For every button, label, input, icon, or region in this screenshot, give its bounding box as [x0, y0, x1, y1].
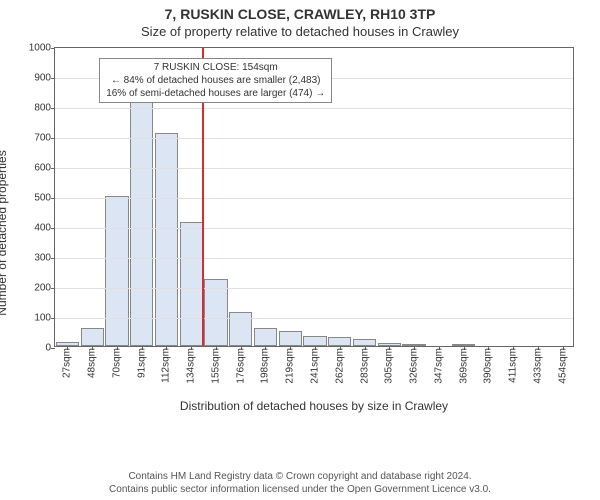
ytick-label: 900: [34, 73, 51, 84]
ytick-label: 300: [34, 253, 51, 264]
histogram-bar: [180, 222, 203, 347]
page-subtitle: Size of property relative to detached ho…: [0, 22, 600, 43]
histogram-bar: [229, 312, 252, 347]
xtick-label: 219sqm: [285, 348, 296, 384]
xtick-label: 283sqm: [359, 348, 370, 384]
gridline: [55, 288, 573, 289]
ytick-label: 100: [34, 313, 51, 324]
ytick-mark: [51, 348, 55, 349]
footer: Contains HM Land Registry data © Crown c…: [0, 470, 600, 496]
xtick-label: 198sqm: [260, 348, 271, 384]
page-title: 7, RUSKIN CLOSE, CRAWLEY, RH10 3TP: [0, 0, 600, 22]
ytick-label: 0: [45, 343, 51, 354]
xtick-label: 48sqm: [87, 348, 98, 378]
xtick-label: 347sqm: [433, 348, 444, 384]
xtick-label: 112sqm: [161, 348, 172, 383]
annotation-line: 7 RUSKIN CLOSE: 154sqm: [106, 61, 325, 74]
histogram-bar: [328, 337, 351, 346]
xtick-label: 134sqm: [186, 348, 197, 384]
gridline: [55, 138, 573, 139]
xtick-label: 70sqm: [111, 348, 122, 378]
xtick-label: 369sqm: [458, 348, 469, 384]
xtick-label: 91sqm: [136, 348, 147, 378]
footer-line-2: Contains public sector information licen…: [10, 483, 590, 496]
histogram-bar: [105, 196, 128, 346]
xtick-label: 27sqm: [62, 348, 73, 378]
histogram-bar: [81, 328, 104, 346]
histogram-bar: [353, 339, 376, 347]
ytick-label: 1000: [29, 43, 51, 54]
xtick-label: 433sqm: [532, 348, 543, 384]
ytick-mark: [51, 198, 55, 199]
gridline: [55, 198, 573, 199]
ytick-label: 800: [34, 103, 51, 114]
xtick-label: 241sqm: [310, 348, 321, 384]
histogram-bar: [279, 331, 302, 346]
x-axis-label: Distribution of detached houses by size …: [54, 399, 574, 413]
annotation-box: 7 RUSKIN CLOSE: 154sqm← 84% of detached …: [99, 58, 332, 103]
ytick-label: 500: [34, 193, 51, 204]
xtick-label: 454sqm: [557, 348, 568, 384]
histogram-bar: [130, 97, 153, 346]
xtick-label: 390sqm: [483, 348, 494, 384]
ytick-label: 700: [34, 133, 51, 144]
xtick-label: 411sqm: [508, 348, 519, 383]
footer-line-1: Contains HM Land Registry data © Crown c…: [10, 470, 590, 483]
ytick-mark: [51, 168, 55, 169]
ytick-mark: [51, 108, 55, 109]
ytick-mark: [51, 48, 55, 49]
ytick-mark: [51, 138, 55, 139]
ytick-mark: [51, 78, 55, 79]
ytick-label: 600: [34, 163, 51, 174]
xtick-label: 326sqm: [409, 348, 420, 384]
xtick-label: 262sqm: [334, 348, 345, 384]
ytick-label: 400: [34, 223, 51, 234]
chart-container: Number of detached properties 0100200300…: [10, 43, 590, 423]
gridline: [55, 258, 573, 259]
xtick-label: 176sqm: [235, 348, 246, 384]
gridline: [55, 318, 573, 319]
xtick-label: 305sqm: [384, 348, 395, 384]
ytick-mark: [51, 288, 55, 289]
ytick-mark: [51, 318, 55, 319]
histogram-bar: [155, 133, 178, 346]
ytick-mark: [51, 228, 55, 229]
annotation-line: 16% of semi-detached houses are larger (…: [106, 87, 325, 100]
gridline: [55, 108, 573, 109]
xtick-label: 155sqm: [210, 348, 221, 384]
histogram-bar: [303, 336, 326, 347]
plot-area: 0100200300400500600700800900100027sqm48s…: [54, 47, 574, 347]
ytick-label: 200: [34, 283, 51, 294]
gridline: [55, 228, 573, 229]
y-axis-label: Number of detached properties: [0, 150, 9, 315]
gridline: [55, 168, 573, 169]
annotation-line: ← 84% of detached houses are smaller (2,…: [106, 74, 325, 87]
ytick-mark: [51, 258, 55, 259]
histogram-bar: [254, 328, 277, 346]
